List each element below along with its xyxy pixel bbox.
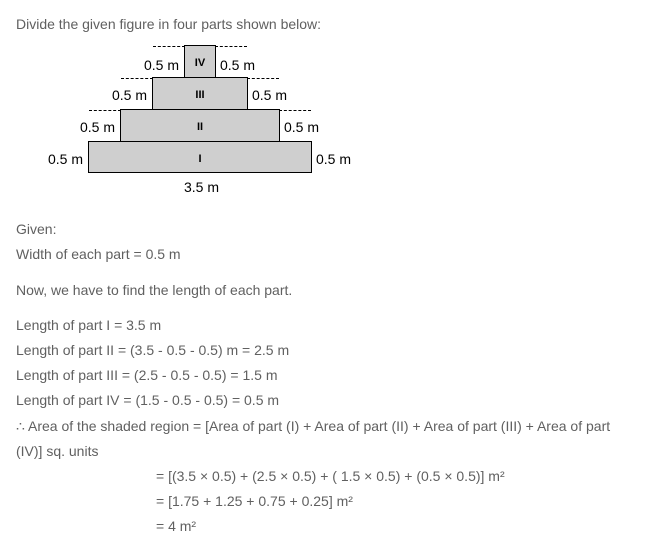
dim-right-2: 0.5 m [284,115,319,140]
step-2: II [120,109,280,141]
dim-left-2: 0.5 m [80,115,115,140]
length-line-4: Length of part IV = (1.5 - 0.5 - 0.5) = … [16,388,638,413]
intro-text: Divide the given figure in four parts sh… [16,12,638,37]
dim-left-3: 0.5 m [112,83,147,108]
length-line-2: Length of part II = (3.5 - 0.5 - 0.5) m … [16,338,638,363]
stepped-figure: I II III IV 0.5 m 0.5 m 0.5 m 0.5 m 0.5 … [56,45,436,205]
step-1: I [88,141,312,173]
calc-line-3: = 4 m² [156,514,638,539]
area-intro: ∴ Area of the shaded region = [Area of p… [16,414,638,464]
dim-left-1: 0.5 m [48,147,83,172]
step-4-label: IV [195,57,205,69]
find-line: Now, we have to find the length of each … [16,278,638,303]
dim-right-3: 0.5 m [252,83,287,108]
step-3-label: III [195,89,204,101]
step-4: IV [184,45,216,77]
length-line-3: Length of part III = (2.5 - 0.5 - 0.5) =… [16,363,638,388]
dim-left-4: 0.5 m [144,53,179,78]
calc-line-2: = [1.75 + 1.25 + 0.75 + 0.25] m² [156,489,638,514]
step-1-label: I [198,153,201,165]
length-line-1: Length of part I = 3.5 m [16,313,638,338]
given-label: Given: [16,217,638,242]
dim-right-4: 0.5 m [220,53,255,78]
step-3: III [152,77,248,109]
step-2-label: II [197,121,203,133]
dim-bottom: 3.5 m [184,175,219,200]
given-line: Width of each part = 0.5 m [16,242,638,267]
calc-line-1: = [(3.5 × 0.5) + (2.5 × 0.5) + ( 1.5 × 0… [156,464,638,489]
dim-right-1: 0.5 m [316,147,351,172]
